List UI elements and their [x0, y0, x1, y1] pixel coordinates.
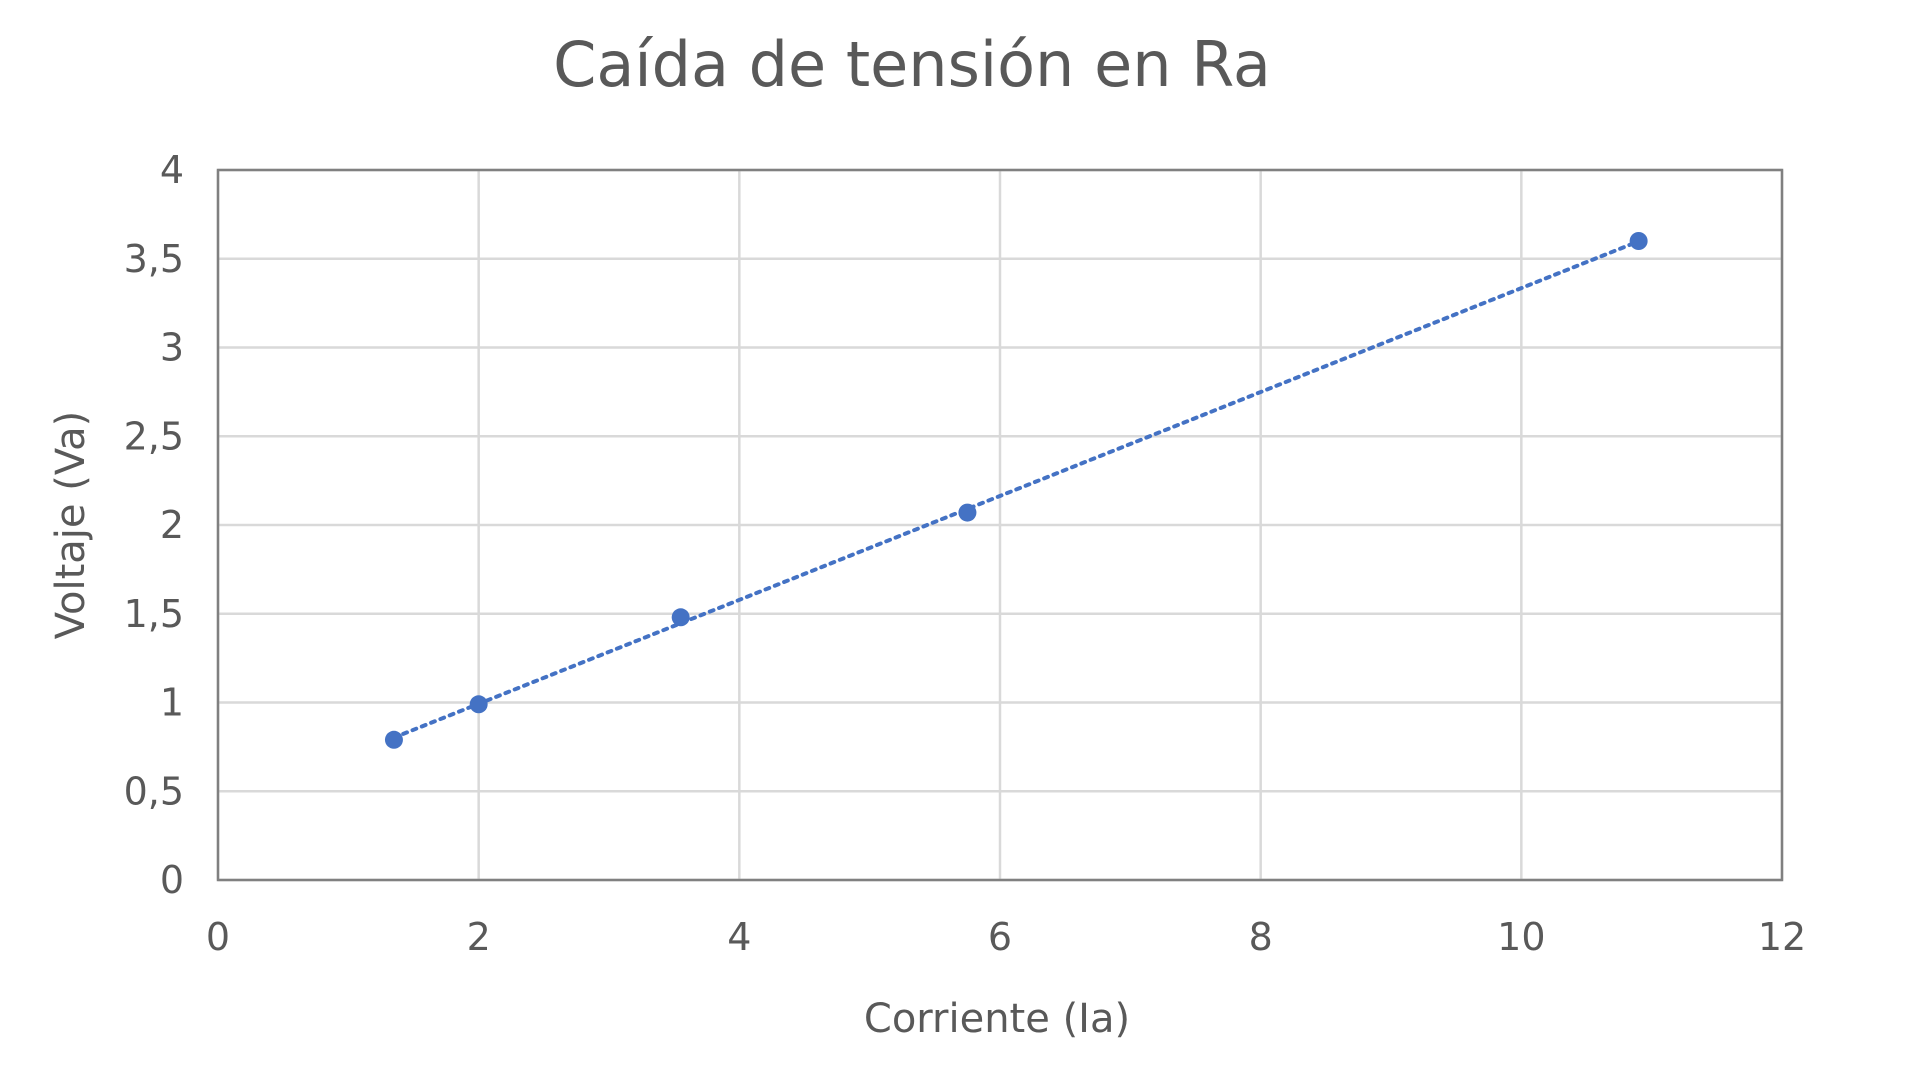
chart-title: Caída de tensión en Ra [553, 28, 1271, 101]
x-tick-label: 6 [988, 915, 1012, 959]
plot-area-border [216, 168, 1784, 882]
y-tick-label: 2,5 [124, 414, 184, 458]
x-tick-label: 4 [727, 915, 751, 959]
y-axis-tick-labels: 0 0,5 1 1,5 2 2,5 3 3,5 4 [124, 148, 184, 902]
data-point [384, 730, 403, 749]
y-tick-label: 2 [160, 503, 184, 547]
y-tick-label: 4 [160, 148, 184, 192]
x-tick-label: 10 [1497, 915, 1545, 959]
data-point [958, 503, 977, 522]
y-tick-label: 0 [160, 858, 184, 902]
x-axis-tick-labels: 0 2 4 6 8 10 12 [206, 915, 1806, 959]
y-tick-label: 1 [160, 681, 184, 725]
y-tick-label: 3 [160, 326, 184, 370]
x-tick-label: 12 [1758, 915, 1806, 959]
y-tick-label: 0,5 [124, 769, 184, 813]
x-tick-label: 0 [206, 915, 230, 959]
data-point [469, 695, 488, 714]
y-tick-label: 1,5 [124, 592, 184, 636]
x-axis-title: Corriente (Ia) [864, 996, 1130, 1042]
x-tick-label: 2 [467, 915, 491, 959]
y-tick-label: 3,5 [124, 237, 184, 281]
x-tick-label: 8 [1249, 915, 1273, 959]
y-axis-title: Voltaje (Va) [48, 411, 94, 639]
linear-trendline [391, 239, 1641, 740]
data-point [1629, 232, 1648, 250]
data-points [384, 232, 1648, 749]
data-point [671, 608, 690, 627]
